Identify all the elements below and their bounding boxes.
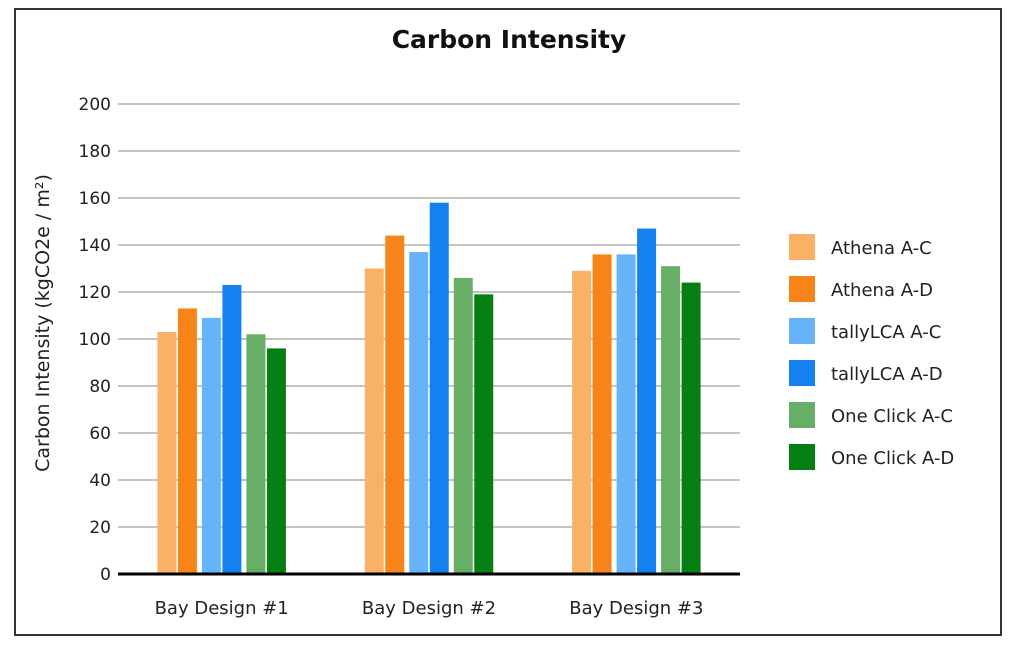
legend-label: One Click A-D [831, 448, 954, 469]
y-axis-label: Carbon Intensity (kgCO2e / m²) [32, 174, 54, 472]
bar-athena-a-d [385, 235, 405, 574]
bar-one-click-a-d [266, 348, 286, 574]
legend-swatch [789, 234, 815, 260]
y-tick-label: 180 [79, 142, 111, 162]
legend-label: tallyLCA A-D [831, 364, 943, 385]
bar-one-click-a-c [246, 334, 266, 574]
legend-swatch [789, 402, 815, 428]
bar-athena-a-c [572, 270, 592, 574]
grid-lines [118, 103, 740, 528]
x-category-label: Bay Design #2 [362, 598, 496, 619]
x-category-label: Bay Design #1 [155, 598, 289, 619]
legend-label: One Click A-C [831, 406, 953, 427]
y-tick-label: 200 [79, 95, 111, 115]
bar-tallylca-a-d [222, 284, 242, 574]
y-axis-ticks: 0 20 40 60 80 100 120 140 160 180 200 [79, 95, 111, 585]
y-tick-label: 140 [79, 236, 111, 256]
legend-swatch [789, 444, 815, 470]
bar-athena-a-c [364, 268, 384, 574]
x-axis-categories: Bay Design #1 Bay Design #2 Bay Design #3 [155, 598, 704, 619]
legend-swatch [789, 318, 815, 344]
y-tick-label: 80 [89, 377, 111, 397]
y-tick-label: 100 [79, 330, 111, 350]
y-tick-label: 60 [89, 424, 111, 444]
bar-one-click-a-c [453, 277, 473, 574]
legend-label: tallyLCA A-C [831, 322, 941, 343]
bars [157, 202, 701, 575]
y-tick-label: 40 [89, 471, 111, 491]
y-tick-label: 0 [100, 565, 111, 585]
bar-one-click-a-d [474, 294, 494, 574]
bar-athena-a-d [592, 254, 612, 574]
chart-title: Carbon Intensity [392, 25, 627, 54]
legend-swatch [789, 276, 815, 302]
bar-athena-a-c [157, 331, 177, 574]
legend-label: Athena A-D [831, 280, 933, 301]
legend-label: Athena A-C [831, 238, 932, 259]
bar-one-click-a-d [681, 282, 701, 574]
bar-athena-a-d [177, 308, 197, 574]
y-tick-label: 120 [79, 283, 111, 303]
bar-tallylca-a-c [409, 252, 429, 575]
y-tick-label: 160 [79, 189, 111, 209]
bar-one-click-a-c [661, 266, 681, 574]
bar-tallylca-a-d [429, 202, 449, 574]
bar-tallylca-a-d [637, 228, 657, 575]
legend-swatch [789, 360, 815, 386]
x-category-label: Bay Design #3 [569, 598, 703, 619]
y-tick-label: 20 [89, 518, 111, 538]
bar-tallylca-a-c [201, 317, 221, 574]
bar-tallylca-a-c [616, 254, 636, 574]
legend: Athena A-C Athena A-D tallyLCA A-C tallyLCA… [789, 234, 954, 470]
